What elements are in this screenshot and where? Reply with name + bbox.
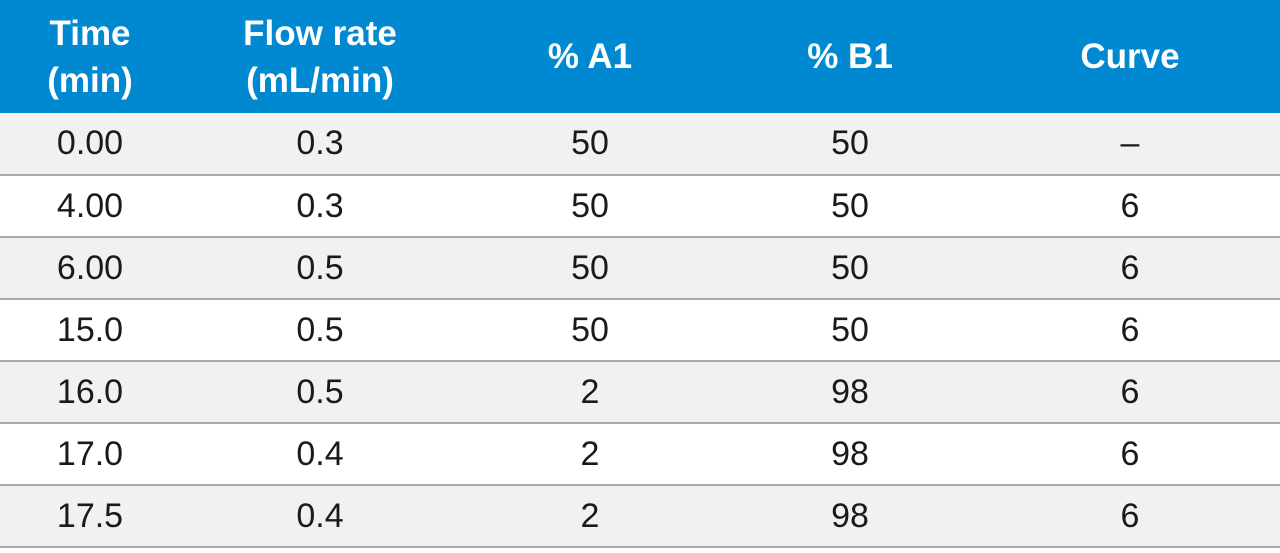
cell-percent-b1: 98 — [720, 361, 980, 424]
header-flow-rate-unit: (mL/min) — [246, 60, 394, 100]
cell-flow-rate: 0.5 — [180, 237, 460, 300]
header-flow-rate: Flow rate (mL/min) — [180, 0, 460, 113]
header-flow-rate-label: Flow rate — [243, 13, 397, 53]
cell-curve: 6 — [980, 299, 1280, 362]
cell-time: 17.5 — [0, 485, 180, 548]
header-curve-label: Curve — [1080, 37, 1180, 76]
cell-flow-rate: 0.4 — [180, 423, 460, 486]
table-header: Time (min) Flow rate (mL/min) % A1 % B1 … — [0, 0, 1280, 113]
cell-flow-rate: 0.5 — [180, 299, 460, 362]
table-row: 4.00 0.3 50 50 6 — [0, 175, 1280, 238]
cell-flow-rate: 0.4 — [180, 485, 460, 548]
cell-percent-a1: 50 — [460, 299, 720, 362]
cell-percent-a1: 2 — [460, 485, 720, 548]
header-percent-b1: % B1 — [720, 0, 980, 113]
header-time-label: Time — [49, 13, 131, 53]
table-body: 0.00 0.3 50 50 – 4.00 0.3 50 50 6 6.00 0… — [0, 113, 1280, 548]
cell-time: 0.00 — [0, 113, 180, 176]
header-curve: Curve — [980, 0, 1280, 113]
header-percent-a1: % A1 — [460, 0, 720, 113]
cell-percent-b1: 50 — [720, 113, 980, 176]
table-row: 17.5 0.4 2 98 6 — [0, 485, 1280, 548]
cell-percent-a1: 2 — [460, 423, 720, 486]
table-row: 17.0 0.4 2 98 6 — [0, 423, 1280, 486]
table-row: 0.00 0.3 50 50 – — [0, 113, 1280, 176]
table-row: 6.00 0.5 50 50 6 — [0, 237, 1280, 300]
cell-curve: – — [980, 113, 1280, 176]
header-time-unit: (min) — [47, 60, 133, 100]
cell-percent-a1: 50 — [460, 175, 720, 238]
header-percent-a1-label: % A1 — [547, 37, 633, 76]
cell-percent-a1: 2 — [460, 361, 720, 424]
cell-percent-a1: 50 — [460, 237, 720, 300]
header-row: Time (min) Flow rate (mL/min) % A1 % B1 … — [0, 0, 1280, 113]
cell-time: 17.0 — [0, 423, 180, 486]
cell-percent-a1: 50 — [460, 113, 720, 176]
cell-percent-b1: 50 — [720, 175, 980, 238]
header-time: Time (min) — [0, 0, 180, 113]
cell-curve: 6 — [980, 361, 1280, 424]
cell-time: 15.0 — [0, 299, 180, 362]
cell-percent-b1: 98 — [720, 485, 980, 548]
table-row: 16.0 0.5 2 98 6 — [0, 361, 1280, 424]
cell-percent-b1: 98 — [720, 423, 980, 486]
cell-flow-rate: 0.5 — [180, 361, 460, 424]
table-row: 15.0 0.5 50 50 6 — [0, 299, 1280, 362]
cell-curve: 6 — [980, 175, 1280, 238]
cell-percent-b1: 50 — [720, 299, 980, 362]
cell-percent-b1: 50 — [720, 237, 980, 300]
cell-time: 6.00 — [0, 237, 180, 300]
cell-curve: 6 — [980, 237, 1280, 300]
header-percent-b1-label: % B1 — [807, 37, 893, 76]
cell-time: 4.00 — [0, 175, 180, 238]
cell-time: 16.0 — [0, 361, 180, 424]
cell-flow-rate: 0.3 — [180, 175, 460, 238]
cell-curve: 6 — [980, 485, 1280, 548]
cell-curve: 6 — [980, 423, 1280, 486]
cell-flow-rate: 0.3 — [180, 113, 460, 176]
